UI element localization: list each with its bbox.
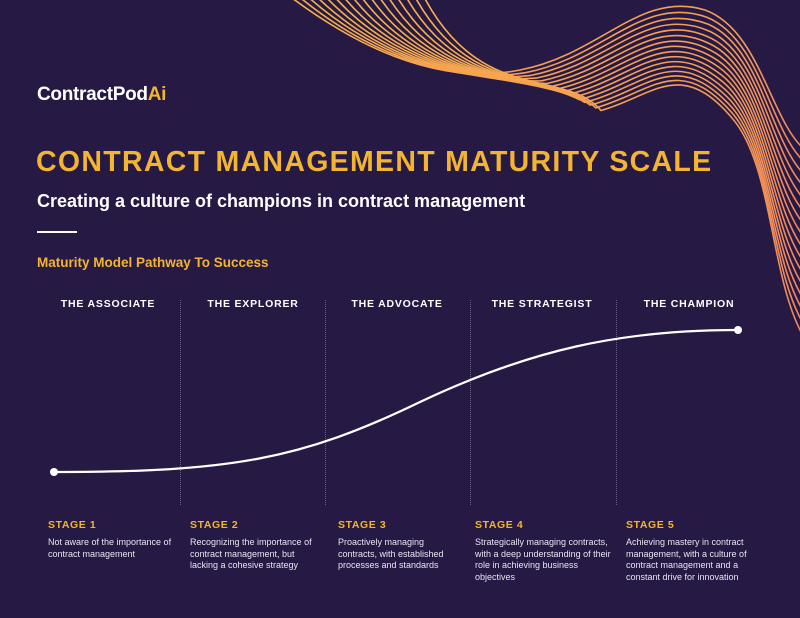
maturity-curve-line [53, 328, 739, 474]
stage-5-name: THE CHAMPION [643, 298, 735, 310]
stage-5-description: Achieving mastery in contract management… [626, 537, 747, 582]
section-title: Maturity Model Pathway To Success [37, 255, 269, 270]
stage-5-label: STAGE 5 [626, 519, 675, 531]
stage-2-description: Recognizing the importance of contract m… [190, 537, 312, 570]
stage-4-description: Strategically managing contracts, with a… [475, 537, 611, 582]
stage-1-label: STAGE 1 [48, 519, 97, 531]
stage-3-description: Proactively managing contracts, with est… [338, 537, 444, 570]
page-title: CONTRACT MANAGEMENT MATURITY SCALE [36, 146, 713, 178]
column-separator [616, 300, 617, 505]
column-separator [180, 300, 181, 505]
page-subtitle: Creating a culture of champions in contr… [37, 191, 526, 211]
column-separator [325, 300, 326, 505]
stage-3-label: STAGE 3 [338, 519, 387, 531]
stage-2-name: THE EXPLORER [207, 298, 299, 310]
stage-1-name: THE ASSOCIATE [60, 298, 156, 310]
title-divider [37, 231, 77, 233]
column-separator [470, 300, 471, 505]
stage-1-description: Not aware of the importance of contract … [48, 537, 172, 559]
stage-4-name: THE STRATEGIST [491, 298, 593, 310]
curve-start-point [50, 468, 58, 476]
stage-4-label: STAGE 4 [475, 519, 524, 531]
brand-logo: ContractPodAi [37, 84, 167, 105]
stage-2-label: STAGE 2 [190, 519, 239, 531]
curve-end-point [734, 326, 742, 334]
stage-3-name: THE ADVOCATE [351, 298, 443, 310]
